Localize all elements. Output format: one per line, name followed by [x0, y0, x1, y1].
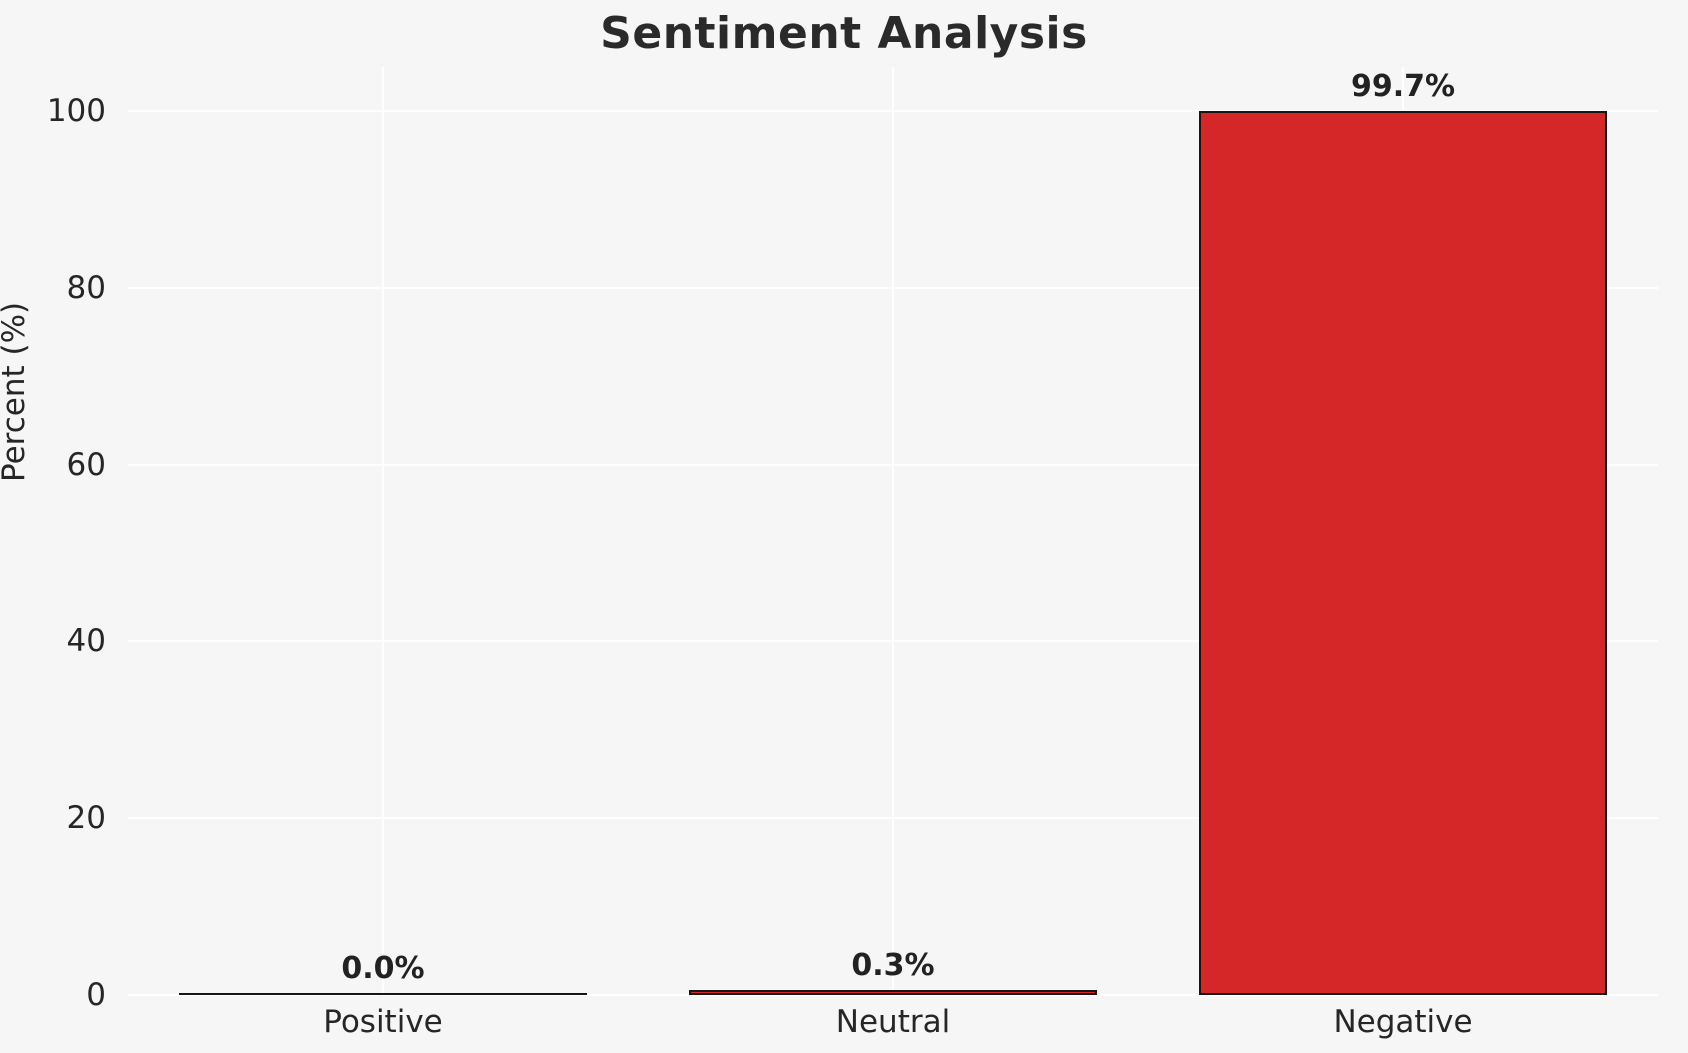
x-tick-negative: Negative	[1333, 1004, 1473, 1040]
x-tick-positive: Positive	[323, 1004, 443, 1040]
y-tick-0: 0	[86, 977, 106, 1013]
y-tick-20: 20	[66, 800, 106, 837]
x-tick-neutral: Neutral	[835, 1004, 951, 1040]
y-tick-100: 100	[46, 93, 106, 130]
value-label-negative: 99.7%	[1350, 69, 1456, 105]
value-label-positive: 0.0%	[341, 951, 425, 986]
gridline-v-neutral	[892, 67, 894, 995]
y-tick-40: 40	[66, 623, 106, 660]
y-tick-60: 60	[66, 446, 106, 483]
bar-positive	[179, 993, 587, 995]
gridline-h-0	[128, 994, 1658, 996]
bar-neutral	[689, 989, 1097, 995]
chart-title: Sentiment Analysis	[600, 8, 1088, 59]
bar-negative	[1199, 111, 1607, 995]
gridline-v-positive	[382, 67, 384, 995]
value-label-neutral: 0.3%	[851, 947, 935, 983]
y-tick-80: 80	[66, 269, 106, 306]
